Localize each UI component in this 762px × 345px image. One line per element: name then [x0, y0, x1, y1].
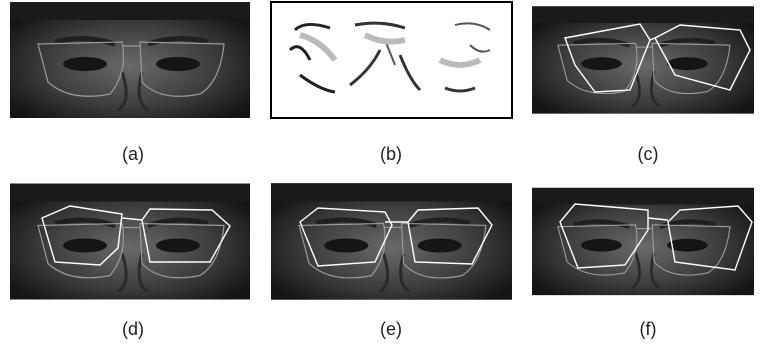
- panel-e: [271, 183, 512, 299]
- panel-d: [10, 184, 250, 300]
- panel-a: [10, 2, 250, 118]
- panel-label: (b): [380, 144, 402, 164]
- panel-label: (e): [380, 319, 402, 339]
- panel-label: (c): [638, 144, 659, 164]
- panel-b: [271, 2, 512, 118]
- panel-c: [532, 6, 754, 113]
- figure: (a) (b) (c) (d) (e) (f): [0, 0, 762, 345]
- panel-label: (f): [640, 319, 657, 339]
- panel-label: (a): [122, 144, 144, 164]
- panel-label: (d): [122, 319, 144, 339]
- panel-f: [532, 188, 754, 295]
